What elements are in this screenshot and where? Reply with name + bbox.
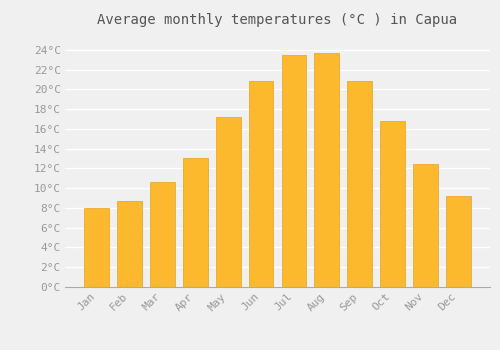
Bar xyxy=(446,196,470,287)
Title: Average monthly temperatures (°C ) in Capua: Average monthly temperatures (°C ) in Ca… xyxy=(98,13,458,27)
Bar xyxy=(216,117,240,287)
Bar xyxy=(248,82,274,287)
Bar xyxy=(413,164,438,287)
Bar xyxy=(183,158,208,287)
Bar xyxy=(150,182,174,287)
Bar xyxy=(314,53,339,287)
Bar xyxy=(117,201,142,287)
Bar xyxy=(84,208,109,287)
Bar xyxy=(282,55,306,287)
Bar xyxy=(380,121,405,287)
Bar xyxy=(348,82,372,287)
